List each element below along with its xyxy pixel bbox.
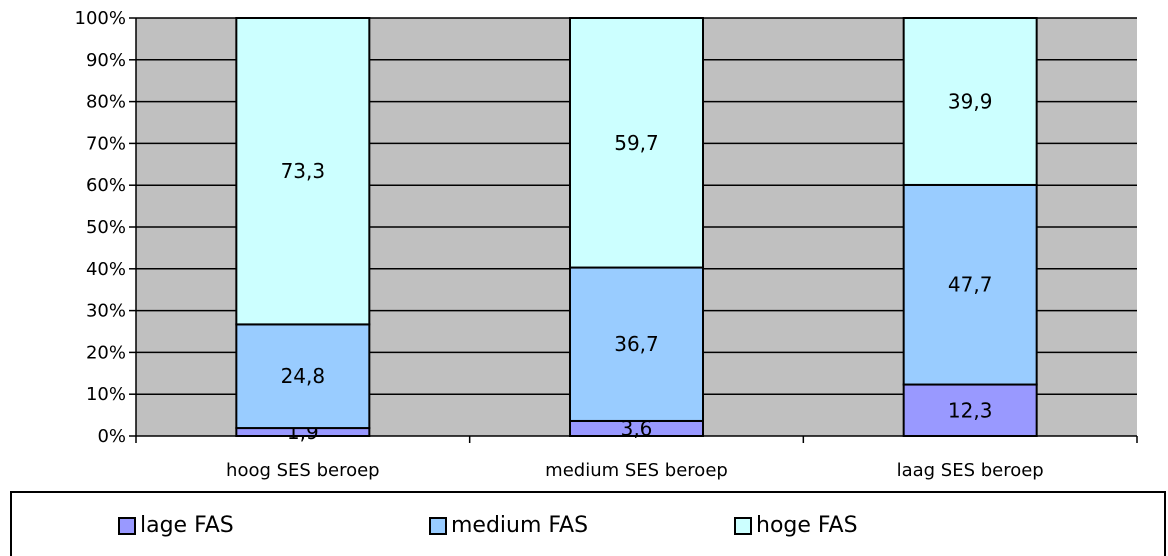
stacked-bar-chart: 0% 10% 20% 30% 40% 50% 60% 70% 80% 90% 100% hoog SE… [75,8,1138,481]
data-label: 73,3 [281,159,326,183]
data-label: 39,9 [948,89,993,113]
data-label: 59,7 [614,131,659,155]
y-tick-label: 100% [75,8,126,29]
bar-segment-hoge-fas [569,17,704,269]
legend: lage FAS medium FAS hoge FAS [10,491,1166,556]
legend-swatch [118,516,136,535]
legend-label: medium FAS [451,513,589,538]
bar-segment-hoge-fas [902,17,1038,186]
y-tick-label: 70% [86,133,126,154]
bar-segment-medium-fas [569,266,704,422]
legend-item: hoge FAS [734,513,858,538]
legend-label: lage FAS [140,513,234,538]
data-label: 12,3 [948,398,993,422]
data-label: 47,7 [948,273,993,297]
bar-segment-lage-fas [902,383,1038,438]
x-tick-label: laag SES beroep [897,460,1044,481]
y-tick-label: 30% [86,301,126,322]
data-label: 36,7 [614,332,659,356]
data-label: 24,8 [281,364,326,388]
y-tick-label: 10% [86,384,126,405]
legend-item: medium FAS [429,513,588,538]
bar-segment-medium-fas [235,323,371,430]
y-tick-label: 40% [86,259,126,280]
bar-segment-hoge-fas [235,17,371,326]
y-tick-label: 20% [86,342,126,363]
legend-swatch [429,516,447,535]
x-tick-label: hoog SES beroep [226,460,380,481]
legend-swatch [734,516,752,535]
y-tick-label: 60% [86,175,126,196]
legend-label: hoge FAS [756,513,858,538]
x-tick-label: medium SES beroep [545,460,728,481]
legend-item: lage FAS [118,513,234,538]
bar-segment-medium-fas [902,183,1038,386]
y-tick-label: 80% [86,92,126,113]
y-tick-label: 0% [97,426,126,447]
y-tick-label: 50% [86,217,126,238]
y-tick-label: 90% [86,50,126,71]
